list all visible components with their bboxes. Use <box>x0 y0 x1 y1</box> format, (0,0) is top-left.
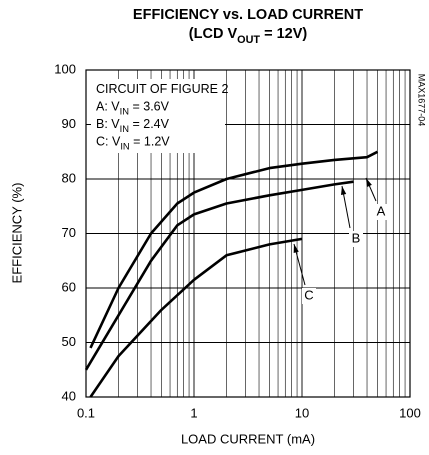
text-part: = 3.6V <box>129 100 170 114</box>
legend-text: B: VIN = 2.4V <box>96 117 170 134</box>
text-part: EFFICIENCY vs. LOAD CURRENT <box>133 7 363 23</box>
text-part: = 1.2V <box>130 135 171 149</box>
series-line <box>89 237 303 398</box>
y-tick-label: 80 <box>62 170 76 185</box>
legend-text: CIRCUIT OF FIGURE 2 <box>96 82 228 96</box>
chart-title: EFFICIENCY vs. LOAD CURRENT <box>133 7 363 23</box>
y-tick-label: 40 <box>62 388 76 403</box>
text-part: IN <box>120 124 129 134</box>
y-tick-label: 100 <box>54 61 76 76</box>
legend-text: A: VIN = 3.6V <box>96 100 170 117</box>
text-part: CIRCUIT OF FIGURE 2 <box>96 82 228 96</box>
legend-text: C: VIN = 1.2V <box>96 135 170 152</box>
series-line <box>84 180 354 371</box>
y-tick-label: 90 <box>62 116 76 131</box>
side-label: MAX1677-04 <box>417 74 427 127</box>
series-label: C <box>304 287 313 302</box>
text-part: IN <box>120 107 129 117</box>
text-part: B: V <box>96 117 120 131</box>
text-part: (LCD V <box>189 26 238 42</box>
label-bg <box>302 288 316 304</box>
y-tick-label: 70 <box>62 225 76 240</box>
arrow-head <box>366 178 372 187</box>
series-label: A <box>377 203 386 218</box>
series-line <box>89 150 379 349</box>
text-part: A: V <box>96 100 120 114</box>
arrow-head <box>340 186 347 195</box>
text-part: = 2.4V <box>129 117 170 131</box>
text-part: OUT <box>237 34 260 46</box>
x-tick-label: 0.1 <box>77 405 95 420</box>
label-bg <box>349 231 363 247</box>
y-tick-label: 60 <box>62 279 76 294</box>
x-axis-label: LOAD CURRENT (mA) <box>181 431 315 446</box>
x-tick-label: 10 <box>295 405 309 420</box>
plot-frame <box>85 69 411 398</box>
y-tick-label: 50 <box>62 334 76 349</box>
x-tick-label: 1 <box>190 405 197 420</box>
arrow-head <box>293 244 299 253</box>
text-part: = 12V) <box>260 26 307 42</box>
series-label: B <box>352 230 361 245</box>
text-part: IN <box>120 142 129 152</box>
y-axis-label: EFFICIENCY (%) <box>9 183 24 284</box>
text-part: C: V <box>96 135 121 149</box>
label-bg <box>374 204 388 220</box>
x-tick-label: 100 <box>399 405 421 420</box>
chart-title: (LCD VOUT = 12V) <box>189 26 308 46</box>
legend-box <box>91 79 225 153</box>
